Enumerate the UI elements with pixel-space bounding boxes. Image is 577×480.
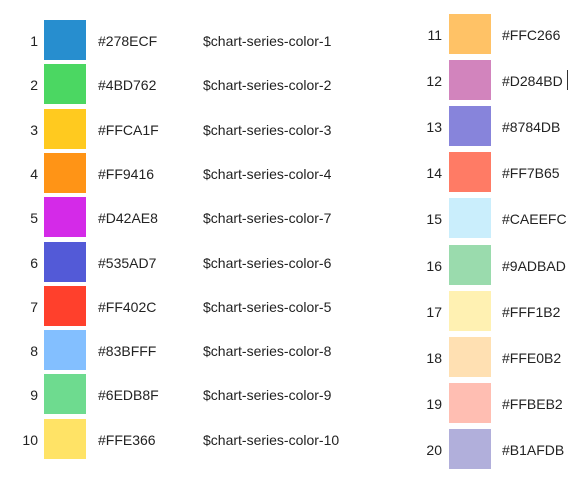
row-index: 6 [30, 255, 38, 271]
palette-row: 16 #9ADBAD [0, 245, 577, 287]
row-index: 2 [30, 77, 38, 93]
variable-name: $chart-series-color-6 [203, 255, 332, 271]
variable-name: $chart-series-color-4 [203, 166, 332, 182]
color-swatch [44, 20, 86, 60]
palette-row: 1 #278ECF $chart-series-color-1 [0, 20, 577, 62]
color-swatch [44, 286, 86, 326]
hex-code: #FFC266 [502, 27, 561, 43]
palette-row: 11 #FFC266 [0, 14, 577, 56]
hex-code: #FFBEB2 [502, 396, 563, 412]
color-swatch [44, 374, 86, 414]
row-index: 16 [426, 258, 442, 274]
palette-row: 10 #FFE366 $chart-series-color-10 [0, 419, 577, 461]
palette-row: 3 #FFCA1F $chart-series-color-3 [0, 109, 577, 151]
hex-code: #FF9416 [98, 166, 155, 182]
hex-code: #278ECF [98, 33, 158, 49]
hex-code: #FFE0B2 [502, 350, 562, 366]
palette-row: 4 #FF9416 $chart-series-color-4 [0, 153, 577, 195]
palette-row: 20 #B1AFDB [0, 429, 577, 471]
row-index: 8 [30, 343, 38, 359]
row-index: 10 [22, 432, 38, 448]
palette-row: 14 #FF7B65 [0, 152, 577, 194]
hex-code: #D284BD [502, 73, 563, 89]
variable-name: $chart-series-color-7 [203, 210, 332, 226]
hex-code: #FFF1B2 [502, 304, 561, 320]
hex-code: #B1AFDB [502, 442, 565, 458]
palette-row: 5 #D42AE8 $chart-series-color-7 [0, 197, 577, 239]
hex-code: #83BFFF [98, 343, 157, 359]
variable-name: $chart-series-color-3 [203, 122, 332, 138]
color-swatch [449, 60, 491, 100]
variable-name: $chart-series-color-10 [203, 432, 340, 448]
palette-row: 19 #FFBEB2 [0, 383, 577, 425]
color-swatch [44, 197, 86, 237]
color-swatch [449, 429, 491, 469]
palette-row: 15 #CAEEFC [0, 198, 577, 240]
hex-code: #D42AE8 [98, 210, 158, 226]
hex-code: #CAEEFC [502, 211, 567, 227]
row-index: 18 [426, 350, 442, 366]
color-swatch [449, 198, 491, 238]
row-index: 12 [426, 73, 442, 89]
color-swatch [44, 330, 86, 370]
row-index: 4 [30, 166, 38, 182]
row-index: 19 [426, 396, 442, 412]
variable-name: $chart-series-color-1 [203, 33, 332, 49]
palette-row: 6 #535AD7 $chart-series-color-6 [0, 242, 577, 284]
row-index: 13 [426, 119, 442, 135]
color-swatch [449, 14, 491, 54]
color-swatch [449, 337, 491, 377]
row-index: 17 [426, 304, 442, 320]
color-swatch [44, 242, 86, 282]
variable-name: $chart-series-color-2 [203, 77, 332, 93]
color-swatch [44, 64, 86, 104]
color-swatch [449, 152, 491, 192]
variable-name: $chart-series-color-8 [203, 343, 332, 359]
color-swatch [449, 291, 491, 331]
hex-code: #FFCA1F [98, 122, 159, 138]
hex-code: #FF7B65 [502, 165, 560, 181]
palette-row: 12 #D284BD [0, 60, 577, 102]
palette-row: 8 #83BFFF $chart-series-color-8 [0, 330, 577, 372]
color-swatch [449, 383, 491, 423]
palette-row: 7 #FF402C $chart-series-color-5 [0, 286, 577, 328]
row-index: 15 [426, 211, 442, 227]
palette-row: 17 #FFF1B2 [0, 291, 577, 333]
row-index: 5 [30, 210, 38, 226]
palette-row: 2 #4BD762 $chart-series-color-2 [0, 64, 577, 106]
row-index: 20 [426, 442, 442, 458]
hex-code: #6EDB8F [98, 387, 159, 403]
hex-code: #9ADBAD [502, 258, 566, 274]
hex-code: #FFE366 [98, 432, 156, 448]
hex-code: #8784DB [502, 119, 561, 135]
hex-code: #535AD7 [98, 255, 157, 271]
row-index: 1 [30, 33, 38, 49]
row-index: 11 [427, 27, 442, 43]
palette-row: 9 #6EDB8F $chart-series-color-9 [0, 374, 577, 416]
hex-code: #4BD762 [98, 77, 157, 93]
row-index: 3 [30, 122, 38, 138]
color-swatch [449, 245, 491, 285]
color-swatch [44, 109, 86, 149]
color-swatch [449, 106, 491, 146]
hex-code: #FF402C [98, 299, 157, 315]
variable-name: $chart-series-color-9 [203, 387, 332, 403]
variable-name: $chart-series-color-5 [203, 299, 332, 315]
color-swatch [44, 419, 86, 459]
color-swatch [44, 153, 86, 193]
text-cursor [567, 70, 568, 90]
palette-row: 13 #8784DB [0, 106, 577, 148]
row-index: 14 [426, 165, 442, 181]
row-index: 7 [30, 299, 38, 315]
palette-row: 18 #FFE0B2 [0, 337, 577, 379]
row-index: 9 [30, 387, 38, 403]
